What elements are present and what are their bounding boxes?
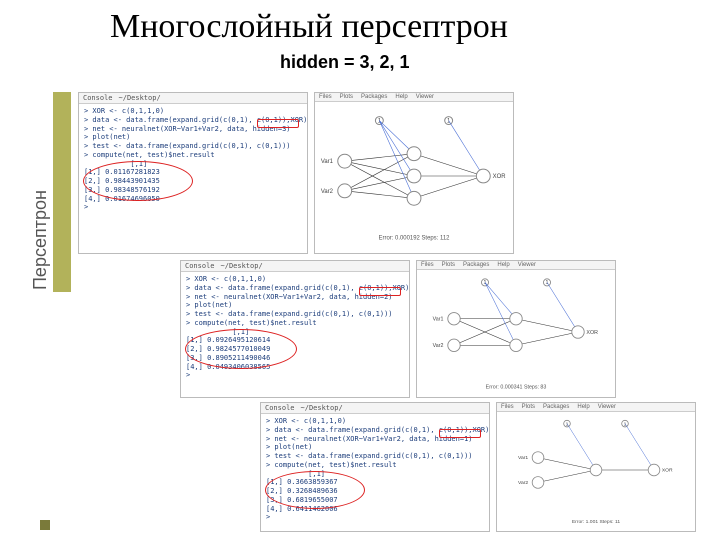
highlight-hidden-arg xyxy=(257,119,299,128)
panel-group-0: Console~/Desktop/> XOR <- c(0,1,1,0) > d… xyxy=(78,92,514,254)
svg-text:XOR: XOR xyxy=(493,174,507,180)
plot-tab[interactable]: Help xyxy=(497,262,509,268)
svg-text:Var2: Var2 xyxy=(321,189,333,195)
svg-text:Var1: Var1 xyxy=(433,316,444,322)
highlight-hidden-arg xyxy=(439,429,481,438)
console-tab[interactable]: ~/Desktop/ xyxy=(301,404,343,412)
plot-tab[interactable]: Packages xyxy=(361,94,387,100)
svg-text:XOR: XOR xyxy=(662,468,673,474)
plot-tab[interactable]: Files xyxy=(421,262,434,268)
highlight-result-oval xyxy=(185,329,297,369)
plot-tab[interactable]: Viewer xyxy=(416,94,434,100)
console-tab[interactable]: Console xyxy=(265,404,295,412)
plot-tab[interactable]: Plots xyxy=(522,404,535,410)
svg-text:Error: 1.001 Steps: 11: Error: 1.001 Steps: 11 xyxy=(572,519,620,525)
svg-text:1: 1 xyxy=(566,421,569,427)
plot-tab[interactable]: Files xyxy=(319,94,332,100)
console-tab[interactable]: Console xyxy=(83,94,113,102)
highlight-hidden-arg xyxy=(359,287,401,296)
svg-text:1: 1 xyxy=(484,280,487,286)
console-tab[interactable]: ~/Desktop/ xyxy=(119,94,161,102)
highlight-result-oval xyxy=(265,471,365,509)
plot-tab[interactable]: Packages xyxy=(463,262,489,268)
svg-text:1: 1 xyxy=(546,280,549,286)
panel-group-1: Console~/Desktop/> XOR <- c(0,1,1,0) > d… xyxy=(180,260,616,398)
plot-tab[interactable]: Files xyxy=(501,404,514,410)
plot-tab[interactable]: Plots xyxy=(442,262,455,268)
svg-text:Error: 0.000341 Steps: 83: Error: 0.000341 Steps: 83 xyxy=(486,385,547,391)
svg-text:Var2: Var2 xyxy=(518,480,528,486)
highlight-result-oval xyxy=(83,161,193,201)
plot-tab[interactable]: Plots xyxy=(340,94,353,100)
plot-tab[interactable]: Viewer xyxy=(518,262,536,268)
console-tab[interactable]: ~/Desktop/ xyxy=(221,262,263,270)
plot-tab[interactable]: Help xyxy=(395,94,407,100)
sidebar-label: Персептрон xyxy=(30,190,51,290)
console-pane: Console~/Desktop/> XOR <- c(0,1,1,0) > d… xyxy=(78,92,308,254)
svg-text:Error: 0.000192 Steps: 112: Error: 0.000192 Steps: 112 xyxy=(379,235,450,241)
plot-tab[interactable]: Viewer xyxy=(598,404,616,410)
svg-text:XOR: XOR xyxy=(586,330,598,336)
console-pane: Console~/Desktop/> XOR <- c(0,1,1,0) > d… xyxy=(260,402,490,532)
svg-text:Var1: Var1 xyxy=(321,159,334,165)
plot-pane: Files Plots Packages Help Viewer 1 1 Var1 Var2 XO… xyxy=(496,402,696,532)
plot-tab[interactable]: Help xyxy=(577,404,589,410)
panel-group-2: Console~/Desktop/> XOR <- c(0,1,1,0) > d… xyxy=(260,402,696,532)
svg-text:Var2: Var2 xyxy=(433,343,444,349)
plot-pane: FilesPlotsPackagesHelpViewer11Var1Var2XO… xyxy=(314,92,514,254)
console-pane: Console~/Desktop/> XOR <- c(0,1,1,0) > d… xyxy=(180,260,410,398)
svg-text:1: 1 xyxy=(624,421,627,427)
slide-subtitle: hidden = 3, 2, 1 xyxy=(280,52,410,73)
footer-bullet xyxy=(40,520,50,530)
slide-title: Многослойный персептрон xyxy=(110,8,508,46)
plot-pane: Files Plots Packages Help Viewer 1 1 Var1 Var2 XO… xyxy=(416,260,616,398)
svg-text:Var1: Var1 xyxy=(518,455,528,461)
sidebar-accent-bar xyxy=(53,92,71,292)
plot-tab[interactable]: Packages xyxy=(543,404,569,410)
console-tab[interactable]: Console xyxy=(185,262,215,270)
